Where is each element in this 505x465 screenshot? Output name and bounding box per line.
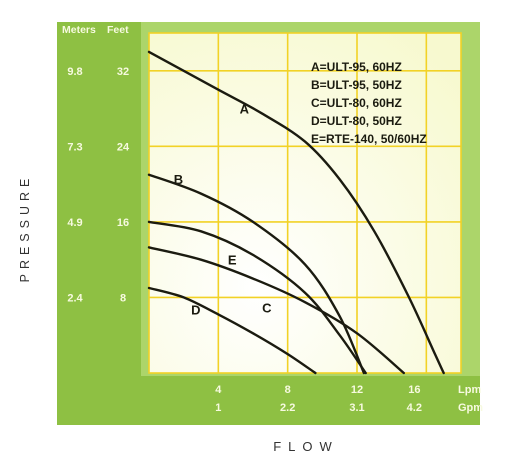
legend-entry-b: B=ULT-95, 50HZ (311, 78, 402, 92)
x-tick-gpm-3: 4.2 (407, 402, 422, 414)
curve-label-e: E (228, 252, 237, 267)
grid-border (148, 32, 462, 374)
y-axis-title: PRESSURE (18, 174, 32, 283)
y-tick-meters-3: 9.8 (67, 66, 82, 78)
x-tick-lpm-3: 16 (408, 384, 420, 396)
y-tick-meters-1: 4.9 (67, 217, 82, 229)
y-tick-feet-2: 24 (117, 141, 130, 153)
curve-label-d: D (191, 302, 200, 317)
x-tick-lpm-1: 8 (285, 384, 291, 396)
x-tick-lpm-0: 4 (215, 384, 222, 396)
legend-entry-d: D=ULT-80, 50HZ (311, 114, 402, 128)
y-tick-meters-2: 7.3 (67, 141, 82, 153)
y-unit-meters: Meters (62, 24, 96, 36)
x-tick-gpm-0: 1 (215, 402, 221, 414)
y-axis-band (57, 22, 141, 425)
legend-entry-c: C=ULT-80, 60HZ (311, 96, 402, 110)
legend-entry-a: A=ULT-95, 60HZ (311, 60, 402, 74)
curve-c (147, 246, 405, 375)
x-axis-title: FLOW (273, 439, 339, 454)
y-tick-meters-0: 2.4 (67, 292, 83, 304)
x-tick-lpm-2: 12 (351, 384, 363, 396)
curve-label-a: A (240, 101, 250, 116)
x-tick-gpm-2: 3.1 (349, 402, 364, 414)
curve-a (147, 50, 445, 375)
legend-entry-e: E=RTE-140, 50/60HZ (311, 132, 427, 146)
y-tick-feet-3: 32 (117, 66, 129, 78)
y-unit-feet: Feet (107, 24, 129, 36)
curve-e (147, 220, 367, 375)
plot-area (149, 33, 461, 373)
curve-b (147, 173, 366, 375)
curve-label-c: C (262, 301, 272, 316)
y-tick-feet-1: 16 (117, 217, 129, 229)
x-unit-gpm: Gpm (458, 402, 483, 414)
x-unit-lpm: Lpm (458, 384, 481, 396)
x-axis-band (141, 376, 480, 425)
curve-label-b: B (174, 172, 183, 187)
curve-labels: A B E C D (174, 101, 272, 317)
curves (147, 50, 445, 375)
y-tick-feet-0: 8 (120, 292, 126, 304)
x-tick-labels: 4 1 8 2.2 12 3.1 16 4.2 (215, 384, 422, 414)
x-tick-gpm-1: 2.2 (280, 402, 295, 414)
legend: A=ULT-95, 60HZ B=ULT-95, 50HZ C=ULT-80, … (311, 60, 427, 146)
y-tick-labels: 2.4 8 4.9 16 7.3 24 9.8 32 (67, 66, 130, 305)
curve-d (147, 286, 317, 375)
